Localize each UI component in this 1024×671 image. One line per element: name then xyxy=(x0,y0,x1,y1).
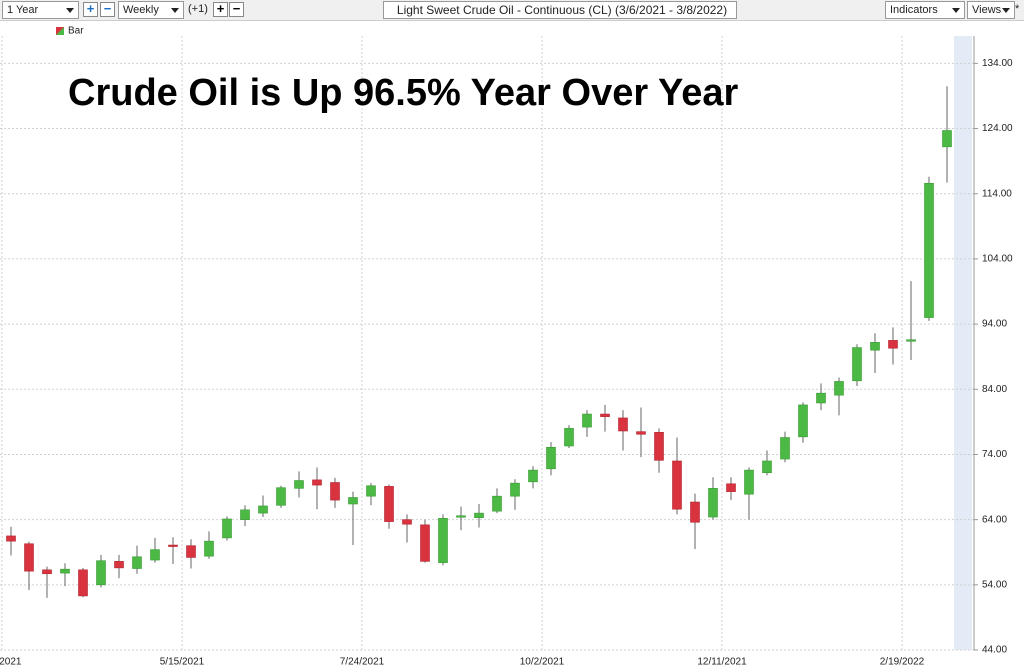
candle-body xyxy=(96,560,106,586)
candle-body xyxy=(762,460,772,474)
candle-body xyxy=(924,183,934,318)
y-tick-label: 114.00 xyxy=(982,188,1012,199)
candle-body xyxy=(186,545,196,558)
candle-body xyxy=(816,392,826,404)
zoom-in[interactable]: + xyxy=(83,2,98,17)
toolbar: 1 Year + − Weekly (+1) + − Light Sweet C… xyxy=(0,0,1024,21)
candle-body xyxy=(528,469,538,483)
candle-body xyxy=(420,524,430,562)
chart: Bar Crude Oil is Up 96.5% Year Over Year… xyxy=(0,26,1013,668)
x-tick-label: 2/19/2022 xyxy=(880,657,925,668)
x-tick-label: 12/11/2021 xyxy=(697,657,747,668)
candle-body xyxy=(600,413,610,417)
y-tick-label: 94.00 xyxy=(982,319,1007,330)
candle-body xyxy=(852,347,862,382)
candle-body xyxy=(24,543,34,572)
candle-body xyxy=(114,561,124,569)
legend-swatch-up xyxy=(56,27,64,35)
candle-body xyxy=(582,413,592,428)
candle-body xyxy=(798,404,808,438)
candle-body xyxy=(294,480,304,489)
candle-body xyxy=(888,340,898,349)
offset-label: (+1) xyxy=(188,3,208,15)
candle-body xyxy=(60,568,70,574)
interval-select[interactable]: Weekly xyxy=(118,1,184,19)
candle-body xyxy=(636,431,646,435)
candle-body xyxy=(366,485,376,497)
candle-body xyxy=(726,483,736,492)
y-tick-label: 64.00 xyxy=(982,514,1007,525)
candle-body xyxy=(744,469,754,495)
x-tick-label: 7/24/2021 xyxy=(340,657,385,668)
candle-body xyxy=(906,339,916,342)
candle-body xyxy=(546,446,556,470)
views-marker: * xyxy=(1015,3,1020,15)
candle-body xyxy=(42,569,52,575)
y-tick-label: 134.00 xyxy=(982,58,1013,69)
chart-title: Light Sweet Crude Oil - Continuous (CL) … xyxy=(383,1,737,19)
candle-body xyxy=(672,460,682,510)
candle-body xyxy=(834,381,844,396)
annotation: Crude Oil is Up 96.5% Year Over Year xyxy=(68,72,739,114)
candle-body xyxy=(402,519,412,525)
candle-body xyxy=(312,479,322,486)
candle-body xyxy=(78,569,88,597)
candle-body xyxy=(690,501,700,523)
range-select[interactable]: 1 Year xyxy=(2,1,79,19)
candle-body xyxy=(564,428,574,447)
candle-body xyxy=(438,518,448,563)
legend-label: Bar xyxy=(68,26,84,37)
candle-body xyxy=(510,482,520,497)
x-tick-label: 10/2/2021 xyxy=(520,657,565,668)
candle-body xyxy=(654,431,664,461)
y-tick-label: 54.00 xyxy=(982,579,1007,590)
candle-body xyxy=(780,437,790,460)
y-tick-label: 74.00 xyxy=(982,449,1007,460)
future-band xyxy=(954,36,972,650)
x-tick-label: 3/6/2021 xyxy=(0,657,22,668)
y-tick-label: 44.00 xyxy=(982,645,1007,656)
offset-minus[interactable]: − xyxy=(229,2,244,17)
candle-body xyxy=(168,544,178,547)
candle-body xyxy=(276,487,286,506)
y-tick-label: 84.00 xyxy=(982,384,1007,395)
indicators-menu[interactable]: Indicators xyxy=(885,1,965,19)
views-menu[interactable]: Views xyxy=(967,1,1015,19)
candle-body xyxy=(456,515,466,518)
candle-body xyxy=(222,518,232,539)
zoom-out[interactable]: − xyxy=(100,2,115,17)
candle-body xyxy=(492,495,502,512)
candle-body xyxy=(204,540,214,557)
y-tick-label: 104.00 xyxy=(982,254,1013,265)
candle-body xyxy=(870,342,880,351)
candle-body xyxy=(618,417,628,432)
x-tick-label: 5/15/2021 xyxy=(160,657,205,668)
candle-body xyxy=(330,482,340,501)
offset-plus[interactable]: + xyxy=(213,2,228,17)
candle-body xyxy=(708,488,718,518)
candle-body xyxy=(6,535,16,542)
candle-body xyxy=(942,130,952,148)
candle-body xyxy=(474,512,484,518)
candle-body xyxy=(150,549,160,561)
candle-body xyxy=(348,497,358,505)
candle-body xyxy=(132,556,142,569)
candle-body xyxy=(258,505,268,514)
candle-body xyxy=(384,486,394,522)
y-tick-label: 124.00 xyxy=(982,123,1013,134)
candle-body xyxy=(240,509,250,520)
